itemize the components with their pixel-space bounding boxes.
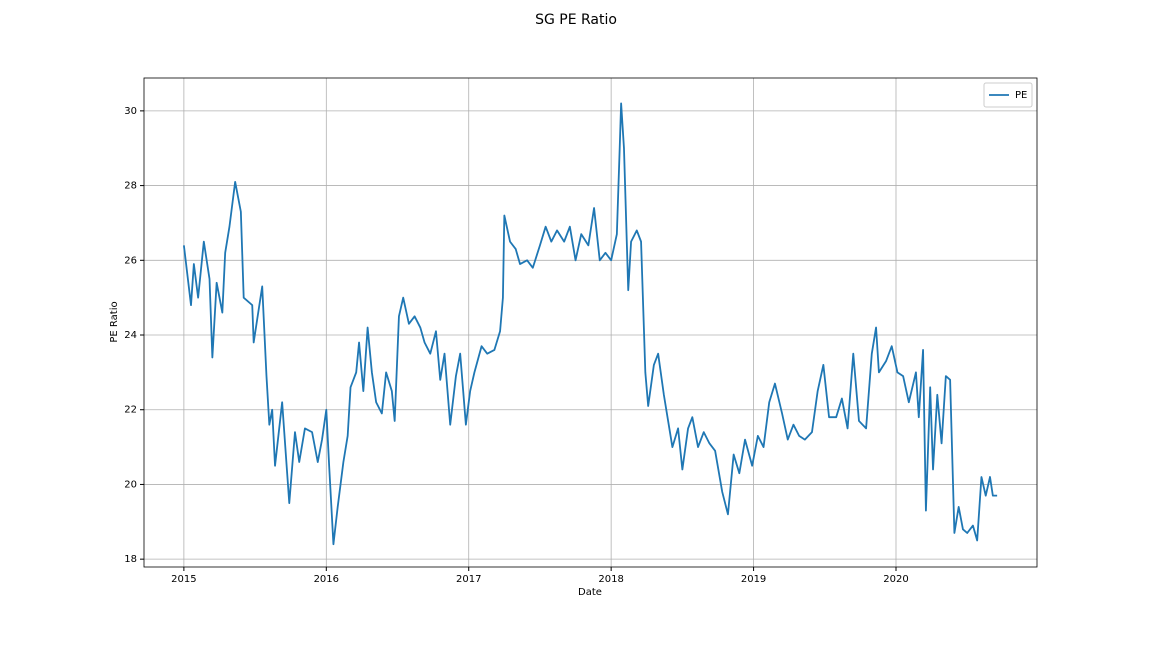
line-series (182, 102, 998, 546)
y-tick-label: 28 (124, 181, 137, 192)
y-tick-label: 26 (124, 255, 137, 266)
x-axis-label: Date (578, 587, 602, 598)
y-tick-label: 30 (124, 106, 137, 117)
y-axis-label: PE Ratio (109, 301, 120, 342)
legend-label: PE (1015, 90, 1027, 101)
chart-title: SG PE Ratio (535, 12, 617, 28)
x-tick-label: 2015 (171, 574, 196, 585)
x-tick-label: 2020 (883, 574, 908, 585)
x-tick-label: 2019 (741, 574, 766, 585)
y-tick-label: 18 (124, 554, 137, 565)
plot-frame (143, 77, 1038, 568)
x-tick-label: 2018 (598, 574, 623, 585)
x-tick-label: 2017 (456, 574, 481, 585)
x-tick-label: 2016 (314, 574, 339, 585)
y-tick-label: 24 (124, 330, 137, 341)
y-tick-label: 20 (124, 479, 137, 490)
y-tick-label: 22 (124, 405, 137, 416)
